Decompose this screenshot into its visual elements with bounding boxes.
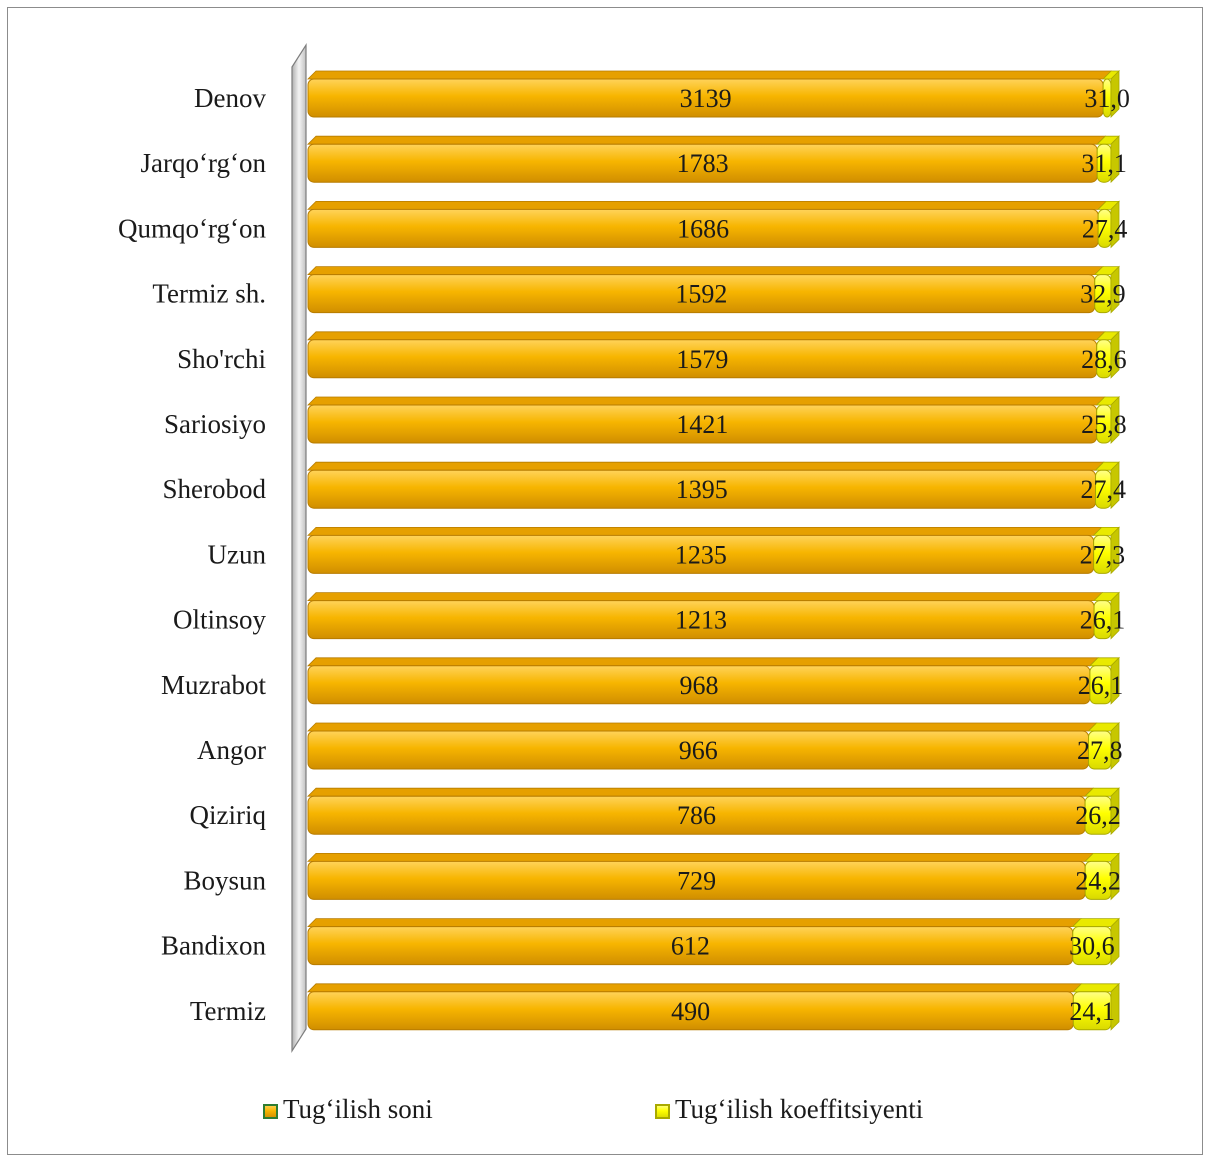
category-label: Boysun — [183, 865, 266, 895]
category-label: Sariosiyo — [164, 409, 266, 439]
legend-swatch — [264, 1105, 277, 1118]
category-label: Termiz — [190, 996, 266, 1026]
data-label: 968 — [679, 671, 718, 700]
data-label: 729 — [677, 866, 716, 895]
bar-segment-tugilish-soni: 1579 — [308, 332, 1105, 378]
bar-segment-tugilish-koeffitsiyenti: 30,6 — [1069, 919, 1119, 965]
bar-segment-tugilish-soni: 490 — [308, 984, 1081, 1030]
category-labels: Denov Jarqo‘rg‘on Qumqo‘rg‘on Termiz sh. Sho… — [118, 83, 266, 1026]
data-label: 1421 — [676, 410, 728, 439]
bar-segment-tugilish-soni: 729 — [308, 853, 1093, 899]
data-label: 27,3 — [1080, 540, 1126, 569]
category-label: Termiz sh. — [152, 279, 266, 309]
legend-label: Tug‘ilish koeffitsiyenti — [675, 1094, 923, 1124]
data-label: 30,6 — [1069, 932, 1115, 961]
bar-segment-tugilish-soni: 1235 — [308, 527, 1102, 573]
axis-wall — [292, 45, 306, 1051]
data-label: 31,1 — [1081, 149, 1127, 178]
bar-segment-tugilish-soni: 966 — [308, 723, 1097, 769]
legend-item: Tug‘ilish koeffitsiyenti — [656, 1094, 923, 1124]
data-label: 490 — [671, 997, 710, 1026]
bar-segment-tugilish-soni: 3139 — [308, 71, 1111, 117]
data-label: 32,9 — [1080, 280, 1126, 309]
axis-wall-panel — [292, 45, 306, 1051]
bar-segment-tugilish-soni: 786 — [308, 788, 1093, 834]
data-label: 26,2 — [1075, 801, 1121, 830]
data-label: 27,4 — [1081, 475, 1127, 504]
data-label: 1395 — [676, 475, 728, 504]
category-label: Jarqo‘rg‘on — [141, 148, 267, 178]
data-label: 27,4 — [1082, 214, 1128, 243]
bar-segment-tugilish-soni: 1395 — [308, 462, 1104, 508]
category-label: Qumqo‘rg‘on — [118, 213, 266, 243]
data-label: 1213 — [675, 606, 727, 635]
category-label: Uzun — [208, 539, 267, 569]
data-label: 1235 — [675, 540, 727, 569]
category-label: Qiziriq — [190, 800, 267, 830]
bar-segment-tugilish-soni: 1592 — [308, 267, 1103, 313]
data-label: 3139 — [680, 84, 732, 113]
data-label: 966 — [679, 736, 718, 765]
category-label: Bandixon — [161, 931, 266, 961]
bar-segment-tugilish-koeffitsiyenti: 24,1 — [1069, 984, 1119, 1030]
data-label: 1579 — [676, 345, 728, 374]
bar-segment-tugilish-soni: 1783 — [308, 136, 1105, 182]
bar-segment-tugilish-soni: 1686 — [308, 201, 1106, 247]
stacked-bar-chart: Denov Jarqo‘rg‘on Qumqo‘rg‘on Termiz sh. Sho… — [8, 8, 1204, 1156]
category-label: Denov — [194, 83, 266, 113]
data-label: 25,8 — [1081, 410, 1127, 439]
bar-segment-tugilish-soni: 612 — [308, 919, 1081, 965]
data-label: 28,6 — [1081, 345, 1127, 374]
bar-segment-tugilish-soni: 1421 — [308, 397, 1105, 443]
category-label: Sho'rchi — [177, 344, 266, 374]
data-label: 26,1 — [1080, 606, 1126, 635]
data-label: 1592 — [675, 280, 727, 309]
legend-label: Tug‘ilish soni — [283, 1094, 433, 1124]
data-label: 1686 — [677, 214, 729, 243]
data-label: 612 — [671, 932, 710, 961]
category-label: Oltinsoy — [173, 605, 267, 635]
data-label: 26,1 — [1078, 671, 1124, 700]
legend: Tug‘ilish soni Tug‘ilish koeffitsiyenti — [264, 1094, 923, 1124]
data-label: 24,1 — [1069, 997, 1115, 1026]
data-label: 31,0 — [1084, 84, 1130, 113]
bar-segment-tugilish-soni: 968 — [308, 658, 1098, 704]
chart-frame: Denov Jarqo‘rg‘on Qumqo‘rg‘on Termiz sh. Sho… — [7, 7, 1203, 1155]
data-label: 24,2 — [1075, 866, 1121, 895]
data-label: 1783 — [677, 149, 729, 178]
data-label: 27,8 — [1077, 736, 1123, 765]
bars: 3139 31,0 1783 31,1 1686 27,4 1592 32,9 1579 28,6… — [308, 71, 1130, 1030]
legend-item: Tug‘ilish soni — [264, 1094, 433, 1124]
category-label: Sherobod — [163, 474, 267, 504]
data-label: 786 — [677, 801, 716, 830]
bar-segment-tugilish-soni: 1213 — [308, 593, 1102, 639]
legend-swatch — [656, 1105, 669, 1118]
category-label: Angor — [197, 735, 266, 765]
category-label: Muzrabot — [161, 670, 266, 700]
